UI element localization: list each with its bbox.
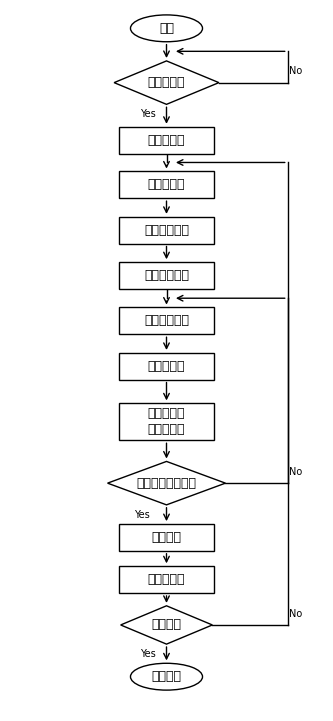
- FancyBboxPatch shape: [119, 307, 214, 335]
- Text: 暗噪声采集: 暗噪声采集: [148, 133, 185, 146]
- Text: Yes: Yes: [134, 510, 150, 520]
- Text: 检测器光积分: 检测器光积分: [144, 314, 189, 327]
- Polygon shape: [114, 61, 219, 105]
- FancyBboxPatch shape: [119, 566, 214, 593]
- FancyBboxPatch shape: [119, 217, 214, 244]
- Polygon shape: [121, 606, 212, 644]
- Text: 单色仪步进
到下一波长: 单色仪步进 到下一波长: [148, 407, 185, 436]
- Text: 光积分结束: 光积分结束: [148, 360, 185, 373]
- Text: 采集结束: 采集结束: [152, 531, 181, 544]
- FancyBboxPatch shape: [119, 353, 214, 380]
- FancyBboxPatch shape: [119, 524, 214, 551]
- Text: 退出程序: 退出程序: [152, 619, 181, 632]
- Ellipse shape: [131, 663, 202, 690]
- FancyBboxPatch shape: [119, 127, 214, 154]
- Text: Yes: Yes: [140, 110, 156, 120]
- Text: 步进到终止波长？: 步进到终止波长？: [137, 477, 196, 490]
- Polygon shape: [108, 461, 225, 505]
- Text: No: No: [289, 66, 303, 76]
- Text: 连接设备？: 连接设备？: [148, 76, 185, 89]
- FancyBboxPatch shape: [119, 262, 214, 289]
- FancyBboxPatch shape: [119, 403, 214, 441]
- Text: 复位单色仪: 复位单色仪: [148, 178, 185, 191]
- Text: 生成光谱图: 生成光谱图: [148, 573, 185, 586]
- Text: No: No: [289, 609, 303, 619]
- Text: 程序结束: 程序结束: [152, 671, 181, 684]
- Text: 设置积分时间: 设置积分时间: [144, 269, 189, 282]
- Text: No: No: [289, 466, 303, 477]
- Text: 开始: 开始: [159, 22, 174, 35]
- Text: Yes: Yes: [140, 649, 156, 659]
- Ellipse shape: [131, 15, 202, 42]
- FancyBboxPatch shape: [119, 172, 214, 198]
- Text: 设置波长参数: 设置波长参数: [144, 224, 189, 236]
